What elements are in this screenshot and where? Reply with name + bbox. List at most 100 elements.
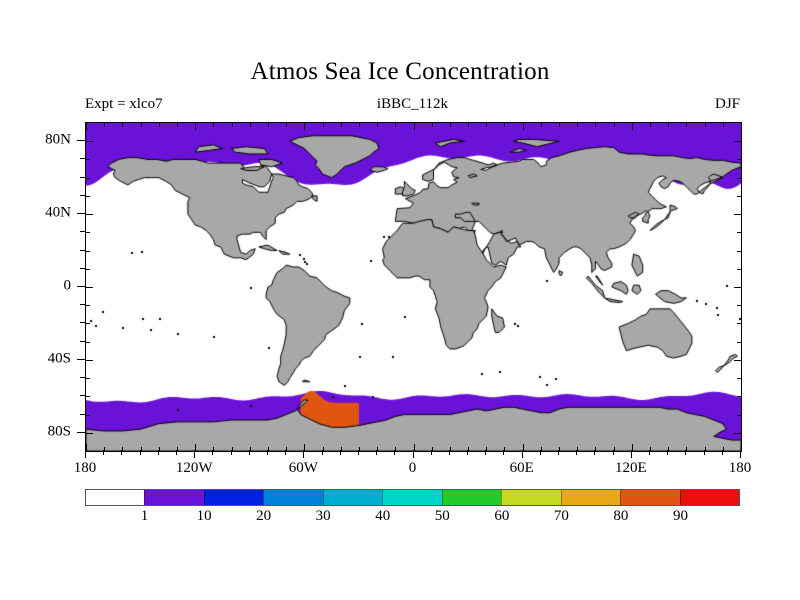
subtitle-row: Expt = xlco7 iBBC_112k DJF <box>85 96 740 116</box>
y-tick-inner <box>86 141 93 143</box>
x-tick-inner-bottom <box>559 447 561 451</box>
x-tick-inner-bottom <box>195 444 197 451</box>
y-tick-inner <box>86 214 93 216</box>
y-tick-major <box>77 358 85 360</box>
x-axis-tick-label: 120W <box>175 460 213 476</box>
y-axis-tick-label: 0 <box>63 277 72 294</box>
x-tick-inner <box>722 123 724 127</box>
colorbar-segment-0 <box>86 490 145 505</box>
x-tick-minor <box>467 450 469 455</box>
x-tick-inner <box>140 123 142 127</box>
y-tick-inner-right <box>737 378 741 380</box>
x-tick-minor <box>576 450 578 455</box>
y-axis-tick-label: 40S <box>47 350 71 367</box>
colorbar-tick-label: 60 <box>494 508 510 524</box>
x-tick-major <box>521 450 523 458</box>
x-tick-minor <box>558 450 560 455</box>
x-tick-minor <box>503 450 505 455</box>
y-axis-tick-label: 80S <box>47 423 71 440</box>
x-tick-inner <box>122 123 124 127</box>
x-tick-inner <box>158 123 160 127</box>
x-tick-inner-bottom <box>158 447 160 451</box>
x-tick-inner-bottom <box>449 447 451 451</box>
x-tick-inner-bottom <box>704 447 706 451</box>
colorbar-segment-8 <box>560 490 621 505</box>
x-tick-minor <box>339 450 341 455</box>
y-tick-major <box>77 431 85 433</box>
y-tick-inner <box>86 177 90 179</box>
x-tick-inner <box>249 123 251 127</box>
x-tick-inner-bottom <box>213 447 215 451</box>
x-tick-inner-bottom <box>377 447 379 451</box>
colorbar-segment-9 <box>620 490 680 505</box>
colorbar-segment-10 <box>679 490 739 505</box>
x-tick-minor <box>612 450 614 455</box>
x-tick-minor <box>721 450 723 455</box>
x-tick-inner-bottom <box>358 447 360 451</box>
x-tick-inner-bottom <box>504 447 506 451</box>
x-tick-inner <box>631 123 633 130</box>
x-tick-inner-bottom <box>322 447 324 451</box>
x-tick-inner-bottom <box>631 444 633 451</box>
y-tick-inner <box>86 323 90 325</box>
page-title: Atmos Sea Ice Concentration <box>250 58 550 85</box>
y-tick-inner <box>86 159 90 161</box>
x-tick-inner <box>413 123 415 130</box>
colorbar <box>85 489 740 506</box>
y-tick-major <box>77 140 85 142</box>
y-tick-minor <box>80 249 85 251</box>
x-tick-major <box>740 450 741 458</box>
x-tick-inner-bottom <box>104 447 106 451</box>
x-tick-inner <box>358 123 360 127</box>
y-tick-minor <box>80 413 85 415</box>
x-tick-inner-bottom <box>413 444 415 451</box>
y-tick-inner <box>86 250 90 252</box>
x-tick-inner-bottom <box>522 444 524 451</box>
y-tick-minor <box>80 158 85 160</box>
x-tick-inner <box>377 123 379 127</box>
y-tick-inner-right <box>734 359 741 361</box>
x-tick-inner-bottom <box>286 447 288 451</box>
colorbar-tick-label: 10 <box>196 508 212 524</box>
y-tick-inner-right <box>734 141 741 143</box>
sea-ice-concentration-map <box>86 123 741 451</box>
x-tick-inner <box>668 123 670 127</box>
x-tick-inner <box>322 123 324 127</box>
x-tick-minor <box>539 450 541 455</box>
x-tick-minor <box>357 450 359 455</box>
x-tick-minor <box>230 450 232 455</box>
x-tick-inner <box>613 123 615 127</box>
x-tick-inner <box>468 123 470 127</box>
x-tick-inner <box>486 123 488 127</box>
x-tick-minor <box>394 450 396 455</box>
x-tick-inner <box>176 123 178 127</box>
x-tick-minor <box>649 450 651 455</box>
y-tick-minor <box>80 322 85 324</box>
colorbar-tick-label: 20 <box>256 508 272 524</box>
experiment-label: Expt = xlco7 <box>85 96 163 112</box>
y-tick-inner <box>86 268 90 270</box>
y-tick-inner <box>86 432 93 434</box>
x-tick-major <box>630 450 632 458</box>
y-tick-inner-right <box>737 177 741 179</box>
y-tick-major <box>77 286 85 287</box>
x-axis-tick-label: 180 <box>728 460 752 476</box>
x-tick-inner <box>195 123 197 130</box>
x-tick-inner <box>213 123 215 127</box>
x-tick-inner-bottom <box>176 447 178 451</box>
x-tick-inner-bottom <box>122 447 124 451</box>
x-tick-minor <box>376 450 378 455</box>
x-tick-inner <box>449 123 451 127</box>
x-tick-minor <box>430 450 432 455</box>
x-tick-minor <box>157 450 159 455</box>
x-tick-inner <box>522 123 524 130</box>
x-tick-inner <box>231 123 233 127</box>
x-tick-inner-bottom <box>595 447 597 451</box>
x-tick-inner-bottom <box>540 447 542 451</box>
x-tick-inner <box>286 123 288 127</box>
y-tick-inner-right <box>737 268 741 270</box>
colorbar-segment-7 <box>501 490 561 505</box>
x-tick-inner <box>86 123 87 130</box>
x-tick-inner-bottom <box>86 444 87 451</box>
y-tick-inner-right <box>737 159 741 161</box>
